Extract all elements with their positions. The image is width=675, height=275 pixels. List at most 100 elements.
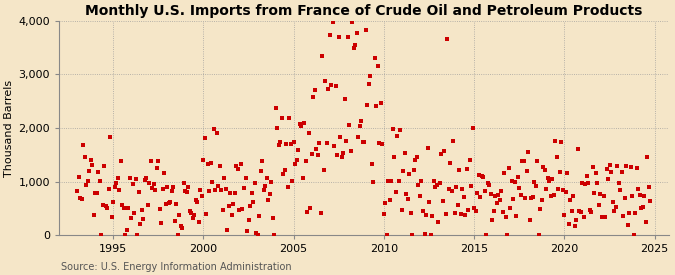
Point xyxy=(381,233,392,238)
Point xyxy=(583,180,594,185)
Point xyxy=(481,233,491,238)
Point xyxy=(597,214,608,219)
Point xyxy=(496,189,507,194)
Point xyxy=(105,134,115,139)
Point xyxy=(183,185,194,189)
Point xyxy=(313,153,323,158)
Point xyxy=(499,171,510,175)
Point xyxy=(243,218,254,222)
Point xyxy=(346,149,356,153)
Point xyxy=(603,177,614,181)
Point xyxy=(521,169,532,173)
Point xyxy=(132,233,142,238)
Point xyxy=(213,184,224,188)
Point xyxy=(350,43,360,47)
Point xyxy=(502,233,512,238)
Point xyxy=(589,191,600,196)
Point xyxy=(510,180,520,185)
Point xyxy=(200,136,211,140)
Point xyxy=(327,20,338,24)
Point xyxy=(139,178,150,182)
Point xyxy=(306,151,317,156)
Point xyxy=(284,116,294,120)
Point xyxy=(348,46,359,50)
Point xyxy=(263,197,273,202)
Point xyxy=(333,35,344,39)
Point xyxy=(631,166,642,170)
Point xyxy=(634,193,645,197)
Point xyxy=(249,181,260,186)
Point xyxy=(500,215,511,219)
Point xyxy=(599,215,610,219)
Point xyxy=(157,187,168,191)
Point xyxy=(443,186,454,191)
Text: Source: U.S. Energy Information Administration: Source: U.S. Energy Information Administ… xyxy=(61,262,292,272)
Point xyxy=(621,164,632,168)
Point xyxy=(255,169,266,174)
Point xyxy=(482,181,493,185)
Point xyxy=(340,97,350,101)
Point xyxy=(362,103,373,107)
Point xyxy=(314,141,325,146)
Point xyxy=(437,199,448,203)
Point xyxy=(288,140,299,145)
Point xyxy=(537,198,547,202)
Point xyxy=(580,181,591,186)
Point xyxy=(211,131,222,136)
Point xyxy=(414,194,425,199)
Point xyxy=(216,187,227,192)
Point xyxy=(490,194,501,199)
Point xyxy=(571,218,582,222)
Point xyxy=(119,233,130,238)
Point xyxy=(338,151,349,155)
Point xyxy=(375,101,386,105)
Point xyxy=(165,200,176,204)
Point xyxy=(636,206,647,210)
Point xyxy=(549,193,560,197)
Point xyxy=(389,155,400,159)
Point xyxy=(487,218,497,222)
Point xyxy=(240,176,251,180)
Point xyxy=(103,187,114,191)
Point xyxy=(344,122,354,127)
Point xyxy=(394,178,404,183)
Point xyxy=(413,182,424,187)
Point xyxy=(517,159,528,163)
Point xyxy=(529,179,540,184)
Point xyxy=(230,191,240,196)
Point xyxy=(439,149,450,153)
Point xyxy=(441,37,452,42)
Point xyxy=(626,193,637,198)
Point xyxy=(396,208,407,212)
Point xyxy=(238,186,249,190)
Point xyxy=(354,123,365,128)
Point xyxy=(387,127,398,132)
Point xyxy=(141,176,152,180)
Point xyxy=(246,191,257,195)
Point xyxy=(204,188,215,193)
Point xyxy=(273,143,284,148)
Point xyxy=(124,175,135,180)
Point xyxy=(565,198,576,203)
Point xyxy=(566,209,577,213)
Point xyxy=(407,233,418,238)
Point xyxy=(317,53,327,58)
Point xyxy=(305,206,316,210)
Point xyxy=(106,215,117,219)
Point xyxy=(568,194,579,198)
Point xyxy=(223,204,234,208)
Point xyxy=(359,139,370,144)
Point xyxy=(296,123,306,128)
Point xyxy=(303,131,314,136)
Point xyxy=(640,220,651,224)
Point xyxy=(267,216,278,220)
Point xyxy=(90,190,101,195)
Point xyxy=(258,188,269,192)
Point xyxy=(108,200,119,204)
Point xyxy=(538,165,549,169)
Point xyxy=(168,185,179,189)
Point xyxy=(161,202,171,206)
Point xyxy=(172,233,183,238)
Point xyxy=(379,212,389,216)
Point xyxy=(353,135,364,139)
